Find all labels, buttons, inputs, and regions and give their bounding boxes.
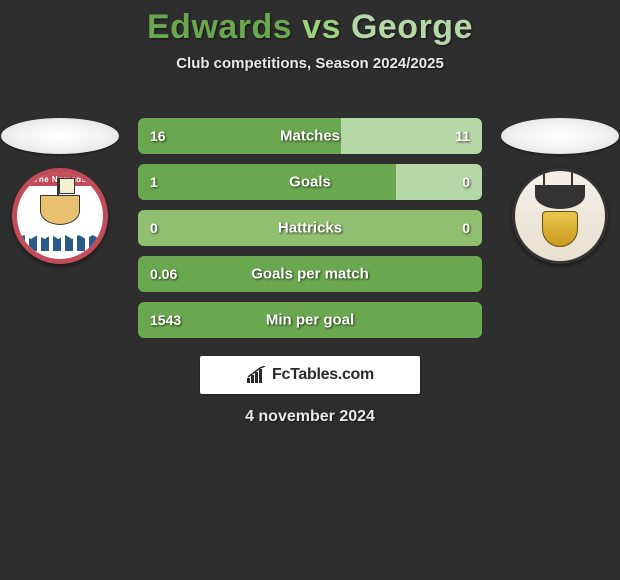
stat-row: 0 0 Hattricks: [138, 210, 482, 246]
stat-value-left: 0.06: [150, 266, 177, 282]
vs-text: vs: [302, 8, 341, 46]
stat-label: Min per goal: [266, 312, 354, 329]
waves-icon: [17, 231, 103, 251]
stats-bars: 16 11 Matches 1 0 Goals 0 0 Hattricks 0.06 Goals p…: [138, 118, 482, 348]
page-title: Edwards vs George: [0, 0, 620, 47]
stat-value-left: 1: [150, 174, 158, 190]
player1-name: Edwards: [147, 8, 292, 46]
stat-row: 1543 Min per goal: [138, 302, 482, 338]
brand-text: FcTables.com: [272, 366, 374, 384]
right-crest-area: [500, 118, 620, 264]
stat-value-left: 0: [150, 220, 158, 236]
stat-value-left: 1543: [150, 312, 181, 328]
stat-row: 1 0 Goals: [138, 164, 482, 200]
stat-bar-left: [138, 164, 396, 200]
stat-row: 16 11 Matches: [138, 118, 482, 154]
right-base-ellipse: [501, 118, 619, 154]
stat-label: Goals: [289, 174, 331, 191]
brand-chart-icon: [246, 366, 268, 384]
left-club-crest: The Nomads: [12, 168, 108, 264]
stat-value-left: 16: [150, 128, 166, 144]
ship-icon: [40, 195, 80, 225]
subtitle: Club competitions, Season 2024/2025: [0, 55, 620, 72]
stat-label: Hattricks: [278, 220, 342, 237]
ship-icon: [535, 185, 585, 209]
stat-value-right: 11: [455, 128, 470, 144]
player2-name: George: [351, 8, 473, 46]
stat-label: Matches: [280, 128, 340, 145]
left-crest-area: The Nomads: [0, 118, 120, 264]
stat-value-right: 0: [462, 174, 470, 190]
snapshot-date: 4 november 2024: [0, 408, 620, 426]
shield-icon: [542, 211, 578, 247]
stat-row: 0.06 Goals per match: [138, 256, 482, 292]
stat-label: Goals per match: [251, 266, 369, 283]
right-club-crest: [512, 168, 608, 264]
left-base-ellipse: [1, 118, 119, 154]
stat-value-right: 0: [462, 220, 470, 236]
brand-box: FcTables.com: [200, 356, 420, 394]
